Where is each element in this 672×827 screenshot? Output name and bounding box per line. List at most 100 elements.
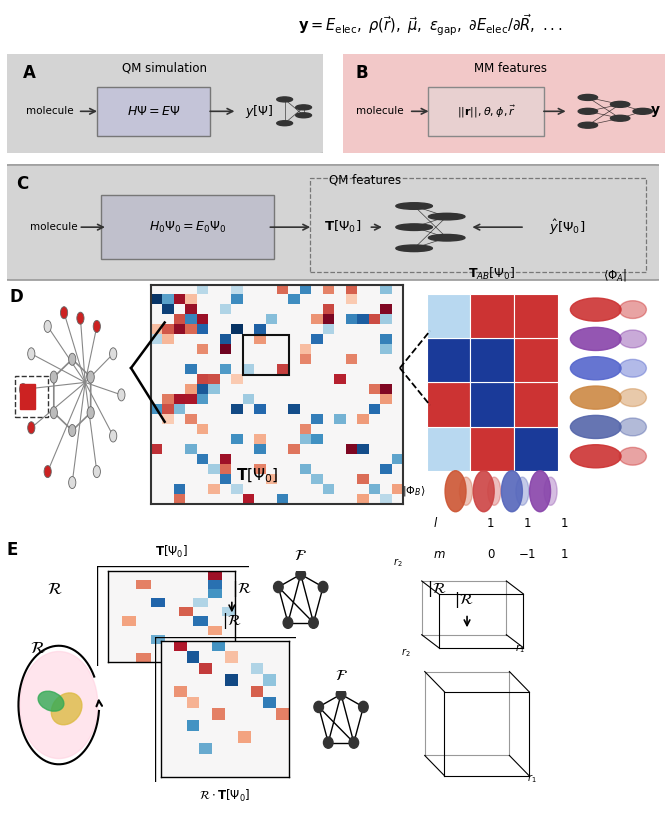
- Text: $H_0\Psi_0 = E_0\Psi_0$: $H_0\Psi_0 = E_0\Psi_0$: [149, 220, 226, 235]
- Circle shape: [308, 617, 319, 629]
- Text: $\mathbf{T}[\Psi_0]$: $\mathbf{T}[\Psi_0]$: [236, 466, 278, 485]
- Ellipse shape: [571, 327, 621, 351]
- FancyBboxPatch shape: [333, 53, 672, 154]
- Text: C: C: [17, 175, 29, 194]
- Circle shape: [110, 348, 117, 360]
- Circle shape: [93, 466, 100, 478]
- Circle shape: [359, 701, 368, 713]
- Bar: [427, 338, 470, 382]
- Bar: [427, 427, 470, 471]
- Text: E: E: [7, 541, 18, 559]
- Circle shape: [296, 112, 312, 117]
- Bar: [15, 375, 48, 417]
- Text: $\mathbf{T}[\Psi_0]$: $\mathbf{T}[\Psi_0]$: [155, 543, 188, 560]
- Text: MM features: MM features: [474, 62, 547, 74]
- Text: $-1$: $-1$: [518, 548, 537, 562]
- Text: D: D: [9, 288, 23, 306]
- Bar: [514, 383, 558, 427]
- Text: 1: 1: [560, 517, 569, 530]
- Circle shape: [578, 94, 597, 100]
- Ellipse shape: [619, 447, 646, 465]
- Circle shape: [610, 115, 630, 122]
- Ellipse shape: [619, 330, 646, 348]
- Text: $\mathcal{R}$: $\mathcal{R}$: [47, 581, 63, 598]
- Text: $l$: $l$: [433, 517, 439, 530]
- Text: $\mathbf{y} = E_\mathrm{elec},\ \rho(\vec{r}),\ \vec{\mu},\ \epsilon_\mathrm{gap: $\mathbf{y} = E_\mathrm{elec},\ \rho(\ve…: [298, 13, 562, 38]
- Ellipse shape: [445, 471, 466, 512]
- Circle shape: [578, 108, 597, 114]
- Circle shape: [274, 581, 283, 593]
- Bar: [470, 294, 514, 338]
- Bar: [19, 384, 34, 409]
- Circle shape: [60, 307, 68, 318]
- Circle shape: [283, 617, 293, 629]
- Circle shape: [69, 353, 76, 366]
- Bar: [470, 427, 514, 471]
- Text: 0: 0: [487, 548, 494, 562]
- Bar: [243, 335, 289, 375]
- Circle shape: [28, 422, 35, 434]
- Text: $\hat{y}[\Psi_0]$: $\hat{y}[\Psi_0]$: [549, 218, 585, 237]
- Circle shape: [396, 203, 432, 209]
- Circle shape: [19, 384, 27, 395]
- Ellipse shape: [473, 471, 494, 512]
- Ellipse shape: [501, 471, 522, 512]
- Text: $\mathcal{F}$: $\mathcal{F}$: [335, 668, 347, 683]
- Circle shape: [610, 102, 630, 108]
- Text: $m$: $m$: [433, 548, 446, 562]
- Text: B: B: [355, 64, 368, 82]
- Circle shape: [633, 108, 653, 114]
- Text: QM features: QM features: [329, 173, 401, 186]
- Text: molecule: molecule: [26, 107, 73, 117]
- Circle shape: [50, 371, 57, 383]
- Text: 1: 1: [487, 517, 495, 530]
- Text: $\mathcal{F}$: $\mathcal{F}$: [294, 548, 307, 563]
- Bar: [514, 294, 558, 338]
- Circle shape: [69, 424, 76, 437]
- Ellipse shape: [516, 477, 529, 505]
- Circle shape: [44, 320, 51, 332]
- FancyBboxPatch shape: [0, 53, 329, 154]
- Text: $r_1$: $r_1$: [515, 643, 525, 655]
- Text: QM simulation: QM simulation: [122, 62, 207, 74]
- Ellipse shape: [19, 652, 98, 758]
- Ellipse shape: [544, 477, 557, 505]
- Text: $|\mathcal{R}$: $|\mathcal{R}$: [454, 590, 474, 610]
- FancyBboxPatch shape: [0, 165, 669, 280]
- Circle shape: [93, 320, 100, 332]
- Ellipse shape: [460, 477, 472, 505]
- Circle shape: [296, 569, 306, 580]
- Circle shape: [277, 97, 292, 102]
- Circle shape: [429, 234, 465, 241]
- Ellipse shape: [619, 301, 646, 318]
- FancyBboxPatch shape: [101, 195, 274, 259]
- Circle shape: [578, 122, 597, 128]
- Bar: [470, 338, 514, 382]
- Text: $r_2$: $r_2$: [393, 557, 403, 569]
- Ellipse shape: [38, 691, 64, 711]
- Text: $|\mathcal{R}$: $|\mathcal{R}$: [232, 579, 252, 600]
- Circle shape: [396, 245, 432, 251]
- Circle shape: [349, 737, 359, 748]
- Text: $|\Phi_B\rangle$: $|\Phi_B\rangle$: [402, 485, 425, 498]
- Text: $\mathcal{R}\cdot\mathbf{T}[\Psi_0]$: $\mathcal{R}\cdot\mathbf{T}[\Psi_0]$: [200, 788, 251, 805]
- Ellipse shape: [619, 389, 646, 407]
- Bar: [427, 294, 470, 338]
- Bar: [470, 383, 514, 427]
- Circle shape: [277, 121, 292, 126]
- Ellipse shape: [571, 298, 621, 321]
- Circle shape: [296, 105, 312, 110]
- Text: $||\mathbf{r}||,\theta,\phi,\vec{r}$: $||\mathbf{r}||,\theta,\phi,\vec{r}$: [457, 103, 515, 120]
- Circle shape: [314, 701, 323, 713]
- Circle shape: [44, 466, 51, 478]
- Text: $\langle\Phi_A|$: $\langle\Phi_A|$: [603, 267, 628, 283]
- Ellipse shape: [571, 445, 621, 468]
- Text: $y[\Psi]$: $y[\Psi]$: [245, 103, 274, 120]
- Text: molecule: molecule: [30, 222, 77, 232]
- Circle shape: [319, 581, 328, 593]
- Text: $|\mathcal{R}$: $|\mathcal{R}$: [427, 579, 447, 600]
- Circle shape: [87, 371, 94, 383]
- Ellipse shape: [488, 477, 501, 505]
- Text: $\mathbf{y}$: $\mathbf{y}$: [650, 104, 661, 119]
- Circle shape: [28, 348, 35, 360]
